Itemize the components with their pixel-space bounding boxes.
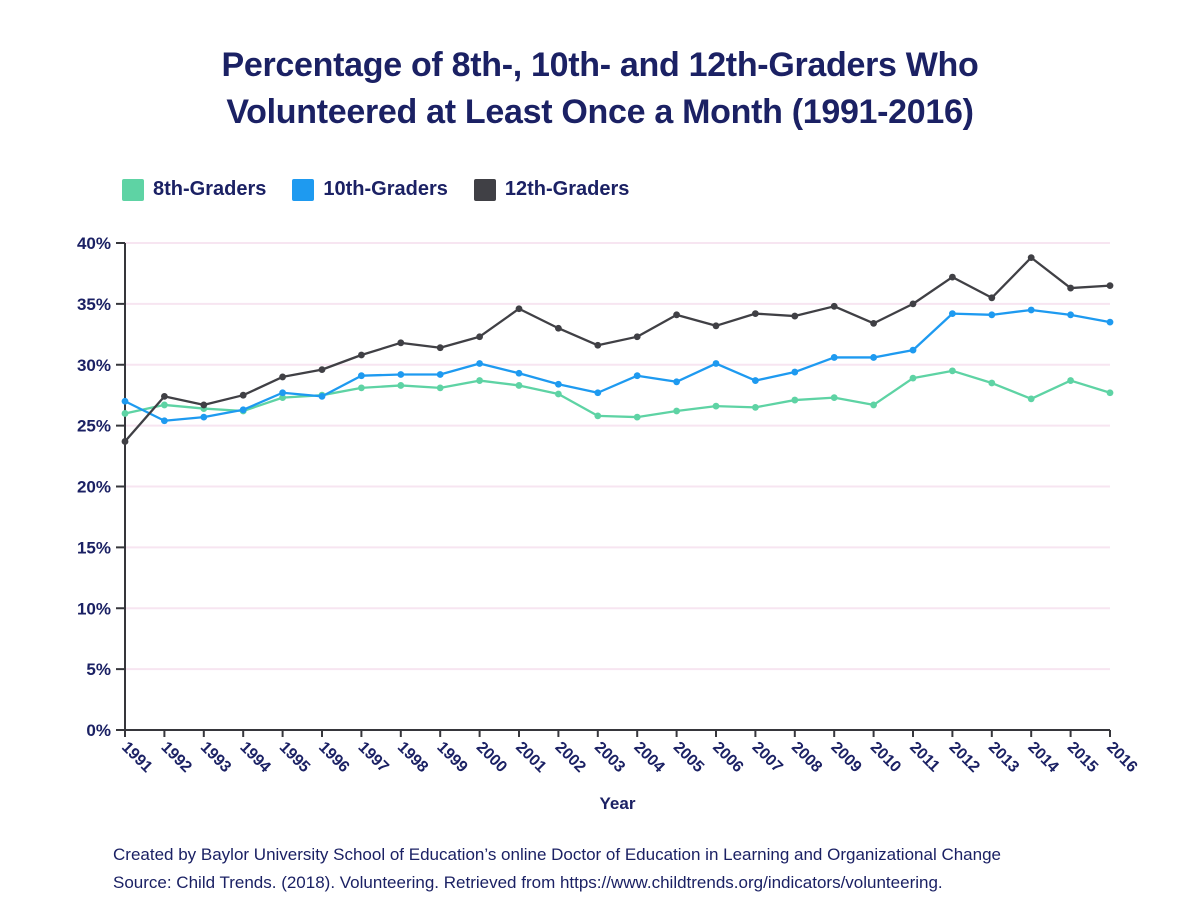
svg-text:2013: 2013 — [985, 739, 1022, 776]
legend-item-8th-graders: 8th-Graders — [122, 178, 266, 201]
svg-text:2014: 2014 — [1024, 739, 1061, 776]
svg-text:1992: 1992 — [158, 739, 195, 776]
gridlines — [125, 242, 1110, 671]
page-title: Percentage of 8th-, 10th- and 12th-Grade… — [0, 42, 1200, 136]
series-10th-graders — [121, 306, 1114, 425]
legend-item-10th-graders: 10th-Graders — [292, 178, 448, 201]
svg-text:2012: 2012 — [946, 739, 983, 776]
svg-text:30%: 30% — [77, 356, 111, 375]
svg-text:2003: 2003 — [591, 739, 628, 776]
svg-text:2016: 2016 — [1103, 739, 1140, 776]
svg-text:0%: 0% — [86, 721, 111, 740]
svg-text:40%: 40% — [77, 234, 111, 253]
svg-text:2000: 2000 — [473, 739, 510, 776]
legend-label-8th-graders: 8th-Graders — [153, 178, 267, 200]
svg-text:1996: 1996 — [315, 739, 352, 776]
svg-text:2008: 2008 — [788, 739, 825, 776]
svg-text:2004: 2004 — [630, 739, 667, 776]
footer-credit-line: Created by Baylor University School of E… — [113, 845, 1001, 864]
svg-text:1993: 1993 — [197, 739, 234, 776]
svg-text:1995: 1995 — [276, 739, 313, 776]
svg-text:2009: 2009 — [827, 739, 864, 776]
legend-label-12th-graders: 12th-Graders — [504, 178, 630, 200]
footer: Created by Baylor University School of E… — [113, 841, 1001, 897]
svg-text:2006: 2006 — [709, 739, 746, 776]
svg-text:1994: 1994 — [236, 739, 273, 776]
svg-text:2010: 2010 — [867, 739, 904, 776]
legend-label-10th-graders: 10th-Graders — [323, 178, 448, 200]
svg-text:2001: 2001 — [512, 739, 549, 776]
page-title-line1: Percentage of 8th-, 10th- and 12th-Grade… — [221, 46, 979, 84]
svg-text:2005: 2005 — [670, 739, 707, 776]
svg-text:20%: 20% — [77, 478, 111, 497]
svg-text:1998: 1998 — [394, 739, 431, 776]
svg-text:2002: 2002 — [552, 739, 589, 776]
svg-text:10%: 10% — [77, 599, 111, 618]
axes — [116, 242, 1111, 737]
series-12th-graders — [121, 254, 1114, 445]
svg-text:2015: 2015 — [1064, 739, 1101, 776]
legend-item-12th-graders: 12th-Graders — [473, 178, 630, 201]
svg-text:1999: 1999 — [433, 739, 470, 776]
svg-text:1997: 1997 — [355, 739, 392, 776]
legend-swatch-8th-graders — [122, 178, 144, 201]
legend-swatch-12th-graders — [473, 178, 496, 201]
chart-legend: 8th-Graders 10th-Graders 12th-Graders — [122, 178, 629, 201]
y-tick-labels: 0% 5% 10% 15% 20% 25% 30% 35% 40% — [77, 234, 111, 740]
svg-text:2007: 2007 — [749, 739, 786, 776]
page-title-line2: Volunteered at Least Once a Month (1991-… — [226, 93, 974, 131]
svg-text:2011: 2011 — [906, 739, 943, 776]
svg-text:15%: 15% — [77, 538, 111, 557]
svg-text:35%: 35% — [77, 295, 111, 314]
legend-swatch-10th-graders — [292, 178, 315, 201]
svg-text:1991: 1991 — [118, 739, 155, 776]
svg-text:5%: 5% — [86, 660, 111, 679]
svg-text:25%: 25% — [77, 417, 111, 436]
x-axis-title: Year — [599, 794, 636, 813]
series-8th-graders — [121, 367, 1114, 421]
footer-source-line: Source: Child Trends. (2018). Volunteeri… — [113, 873, 943, 892]
x-tick-labels: 1991 1992 1993 1994 1995 1996 1997 1998 1999 2000… — [118, 739, 1140, 776]
